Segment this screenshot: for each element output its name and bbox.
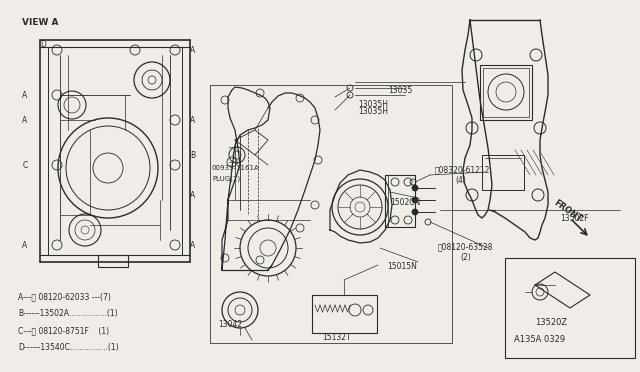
- Bar: [98, 255, 128, 267]
- Bar: [483, 68, 529, 117]
- Text: A: A: [190, 45, 196, 55]
- Text: C---Ⓑ 08120-8751F    (1): C---Ⓑ 08120-8751F (1): [18, 326, 109, 335]
- Text: A135A 0329: A135A 0329: [514, 335, 565, 344]
- Text: 13035H: 13035H: [358, 100, 388, 109]
- Bar: [312, 295, 377, 333]
- Text: 13520Z: 13520Z: [535, 318, 567, 327]
- Text: 13502F: 13502F: [560, 214, 589, 223]
- Text: A: A: [190, 190, 196, 199]
- Text: 15132T: 15132T: [322, 333, 351, 342]
- Text: VIEW A: VIEW A: [22, 18, 58, 27]
- Text: D------13540C................(1): D------13540C................(1): [18, 343, 118, 352]
- Bar: [210, 85, 452, 343]
- Text: B: B: [191, 151, 196, 160]
- Bar: [482, 155, 524, 190]
- Text: ⒲08120-63528: ⒲08120-63528: [438, 242, 493, 251]
- Text: 13035: 13035: [388, 86, 412, 95]
- Text: A: A: [22, 115, 28, 125]
- Bar: [480, 65, 532, 120]
- Circle shape: [412, 209, 418, 215]
- Text: A---Ⓑ 08120-62033 ---(7): A---Ⓑ 08120-62033 ---(7): [18, 292, 111, 301]
- Text: (4): (4): [455, 176, 466, 185]
- Circle shape: [412, 185, 418, 191]
- Text: 13042: 13042: [218, 320, 242, 329]
- Text: B------13502A................(1): B------13502A................(1): [18, 309, 118, 318]
- Bar: [385, 175, 415, 227]
- Text: A: A: [22, 241, 28, 250]
- Text: C: C: [22, 160, 28, 170]
- Text: PLUG(1): PLUG(1): [212, 175, 240, 182]
- Text: 15015N: 15015N: [387, 262, 417, 271]
- Text: Ⓢ08320-61212: Ⓢ08320-61212: [435, 165, 490, 174]
- Text: 1502CN: 1502CN: [390, 198, 420, 207]
- Circle shape: [412, 197, 418, 203]
- Text: A: A: [22, 90, 28, 99]
- Text: FRONT: FRONT: [552, 198, 584, 224]
- Text: A: A: [190, 115, 196, 125]
- Bar: [505, 258, 635, 358]
- Text: A: A: [190, 241, 196, 250]
- Text: 13035H: 13035H: [358, 107, 388, 116]
- Text: 00933-1161A: 00933-1161A: [212, 165, 260, 171]
- Text: (2): (2): [460, 253, 471, 262]
- Text: D: D: [40, 39, 46, 48]
